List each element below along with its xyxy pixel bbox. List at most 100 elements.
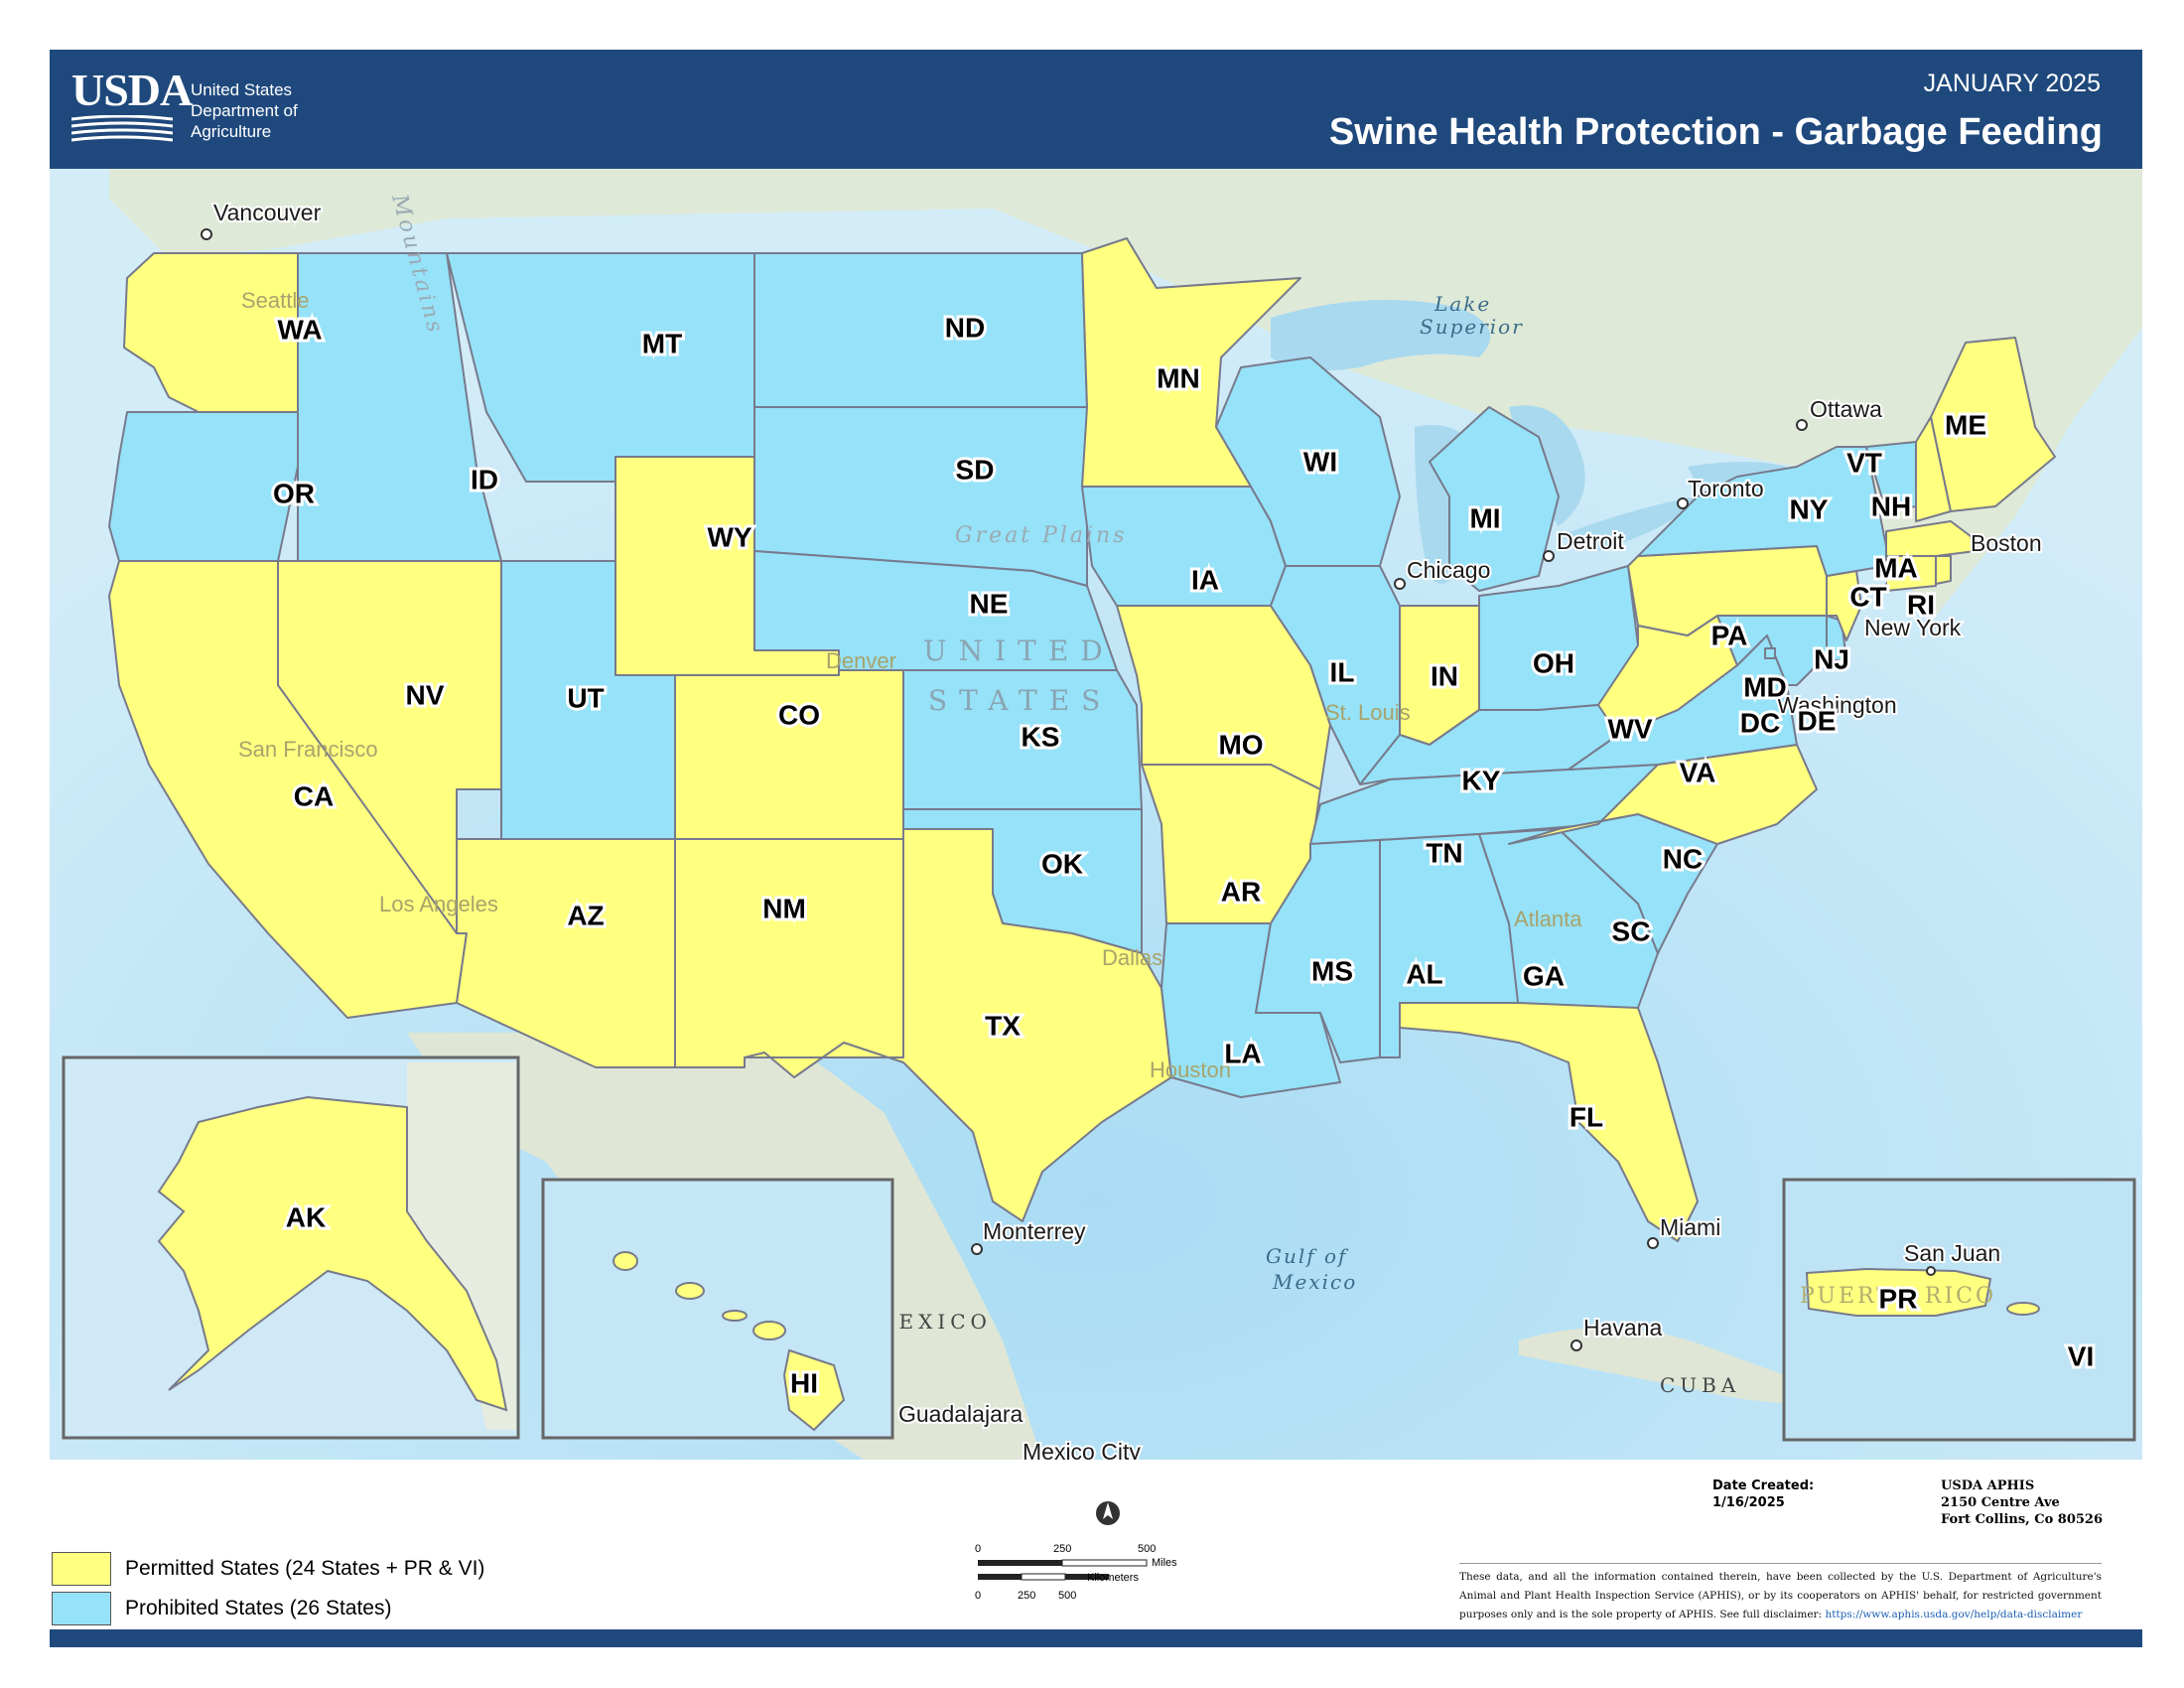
city-marker-monterrey xyxy=(971,1243,983,1255)
label-ks: KS xyxy=(1022,721,1060,752)
label-hi: HI xyxy=(790,1367,818,1398)
city-marker-vancouver xyxy=(201,228,212,240)
usda-logo-text: USDA xyxy=(71,65,193,115)
label-ut: UT xyxy=(567,682,604,713)
hawaii-islands xyxy=(613,1251,846,1432)
label-ak: AK xyxy=(286,1201,326,1232)
label-wi: WI xyxy=(1303,446,1337,477)
label-vt: VT xyxy=(1846,447,1882,478)
city-detroit: Detroit xyxy=(1557,528,1624,554)
label-md: MD xyxy=(1743,671,1787,702)
state-pr[interactable] xyxy=(1805,1267,1992,1317)
agency-address: USDA APHIS 2150 Centre Ave Fort Collins,… xyxy=(1941,1477,2103,1528)
city-san-francisco: San Francisco xyxy=(238,737,378,762)
lake-superior-label-1: Lake xyxy=(1433,292,1491,316)
map-title: Swine Health Protection - Garbage Feedin… xyxy=(1328,111,2103,153)
state-nd[interactable] xyxy=(753,252,1088,408)
label-sd: SD xyxy=(956,454,995,485)
usda-logo-lines xyxy=(70,114,174,142)
island-kauai xyxy=(613,1251,638,1271)
label-va: VA xyxy=(1680,757,1716,787)
city-chicago: Chicago xyxy=(1407,557,1490,583)
city-layer: Vancouver Seattle Ottawa Toronto Boston … xyxy=(201,198,2044,1460)
label-dc: DC xyxy=(1740,707,1780,738)
legend-label-prohibited: Prohibited States (26 States) xyxy=(125,1597,392,1619)
united-label: UNITED xyxy=(923,634,1115,667)
label-id: ID xyxy=(471,464,498,494)
inset-puerto-rico[interactable]: PUERTO RICO San Juan PR VI xyxy=(1782,1178,2136,1442)
state-nh[interactable] xyxy=(1915,416,1952,522)
label-wa: WA xyxy=(277,314,322,345)
legend-label-permitted: Permitted States (24 States + PR & VI) xyxy=(125,1557,485,1580)
state-mi[interactable] xyxy=(1429,406,1560,592)
city-houston: Houston xyxy=(1150,1057,1231,1082)
city-dallas: Dallas xyxy=(1102,945,1162,970)
label-la: LA xyxy=(1224,1038,1261,1068)
label-nd: ND xyxy=(945,312,985,343)
label-ri: RI xyxy=(1907,589,1935,620)
label-ms: MS xyxy=(1311,955,1353,986)
lake-superior-label-2: Superior xyxy=(1420,315,1524,339)
label-al: AL xyxy=(1406,958,1442,989)
map-canvas[interactable]: Vancouver Seattle Ottawa Toronto Boston … xyxy=(50,169,2142,1460)
label-ia: IA xyxy=(1191,564,1219,595)
label-tx: TX xyxy=(985,1010,1021,1041)
state-tx[interactable] xyxy=(744,828,1172,1222)
city-marker-miami xyxy=(1647,1237,1659,1249)
header-banner: USDA United States Department of Agricul… xyxy=(50,50,2142,169)
scale-km-seg-2 xyxy=(1021,1573,1066,1581)
inset-alaska[interactable]: AK xyxy=(62,1055,520,1440)
state-ri[interactable] xyxy=(1935,555,1952,585)
label-ma: MA xyxy=(1874,552,1918,583)
scale-km-0: 0 xyxy=(975,1590,982,1602)
state-ak[interactable] xyxy=(157,1095,508,1412)
state-dc[interactable] xyxy=(1764,647,1776,659)
disclaimer-link[interactable]: https://www.aphis.usda.gov/help/data-dis… xyxy=(1825,1609,2083,1620)
label-de: DE xyxy=(1798,705,1837,736)
label-ct: CT xyxy=(1849,581,1886,612)
label-oh: OH xyxy=(1533,647,1574,678)
label-wy: WY xyxy=(707,521,751,552)
state-ct[interactable] xyxy=(1885,555,1937,592)
state-nc[interactable] xyxy=(1508,744,1818,845)
city-guadalajara: Guadalajara xyxy=(898,1401,1024,1427)
label-az: AZ xyxy=(567,900,604,930)
department-line-2: Department of xyxy=(191,101,298,120)
state-fl[interactable] xyxy=(1399,1002,1699,1242)
legend-row-permitted: Permitted States (24 States + PR & VI) xyxy=(52,1549,484,1589)
label-nj: NJ xyxy=(1814,643,1849,674)
label-ca: CA xyxy=(294,780,334,811)
disclaimer: These data, and all the information cont… xyxy=(1459,1563,2102,1624)
state-co[interactable] xyxy=(674,649,904,840)
state-me[interactable] xyxy=(1930,337,2056,512)
state-or[interactable] xyxy=(108,411,299,562)
north-arrow xyxy=(1096,1501,1120,1525)
state-wi[interactable] xyxy=(1215,356,1401,567)
department-line-3: Agriculture xyxy=(191,122,272,141)
state-mn[interactable] xyxy=(1081,237,1301,488)
inset-hawaii[interactable]: HI xyxy=(541,1178,894,1440)
scale-mile-250: 250 xyxy=(1053,1543,1072,1555)
map-frame[interactable]: Vancouver Seattle Ottawa Toronto Boston … xyxy=(50,169,2142,1460)
state-nm[interactable] xyxy=(674,838,904,1068)
city-vancouver: Vancouver xyxy=(213,200,322,225)
scale-bar: 0 250 500 Miles Kilometers 0 250 500 xyxy=(963,1497,1261,1607)
city-washington: Washington xyxy=(1777,692,1897,718)
scale-km-250: 250 xyxy=(1018,1590,1036,1602)
label-il: IL xyxy=(1330,656,1355,687)
date-created-value: 1/16/2025 xyxy=(1712,1495,1785,1510)
scale-km-unit: Kilometers xyxy=(1087,1572,1139,1584)
island-hawaii xyxy=(782,1348,846,1432)
legend-swatch-prohibited xyxy=(52,1592,111,1625)
city-marker-detroit xyxy=(1543,550,1555,562)
island-vi xyxy=(2006,1302,2040,1316)
scale-graphic xyxy=(978,1501,1148,1581)
label-nc: NC xyxy=(1663,843,1703,874)
state-ks[interactable] xyxy=(902,669,1143,810)
date-created-label: Date Created: xyxy=(1712,1478,1815,1493)
city-san-juan: San Juan xyxy=(1904,1240,2000,1266)
address-line-1: USDA APHIS xyxy=(1941,1478,2035,1493)
scale-miles-unit: Miles xyxy=(1152,1557,1177,1569)
city-miami: Miami xyxy=(1660,1214,1720,1240)
label-pr: PR xyxy=(1879,1283,1918,1314)
